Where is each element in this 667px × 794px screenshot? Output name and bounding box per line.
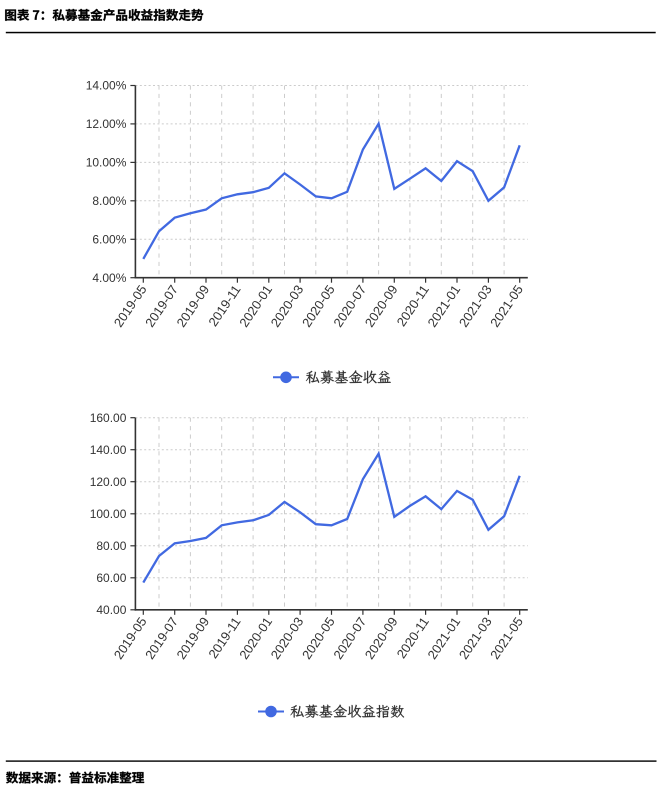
svg-text:6.00%: 6.00% <box>92 233 126 247</box>
svg-text:60.00: 60.00 <box>96 571 126 585</box>
svg-text:10.00%: 10.00% <box>86 156 127 170</box>
svg-text:140.00: 140.00 <box>90 443 127 457</box>
svg-text:120.00: 120.00 <box>90 475 127 489</box>
svg-text:160.00: 160.00 <box>90 411 127 425</box>
svg-text:8.00%: 8.00% <box>92 194 126 208</box>
svg-text:14.00%: 14.00% <box>86 79 127 93</box>
svg-text:40.00: 40.00 <box>96 603 126 617</box>
svg-text:80.00: 80.00 <box>96 539 126 553</box>
svg-text:4.00%: 4.00% <box>92 271 126 285</box>
svg-text:100.00: 100.00 <box>90 507 127 521</box>
svg-text:12.00%: 12.00% <box>86 117 127 131</box>
